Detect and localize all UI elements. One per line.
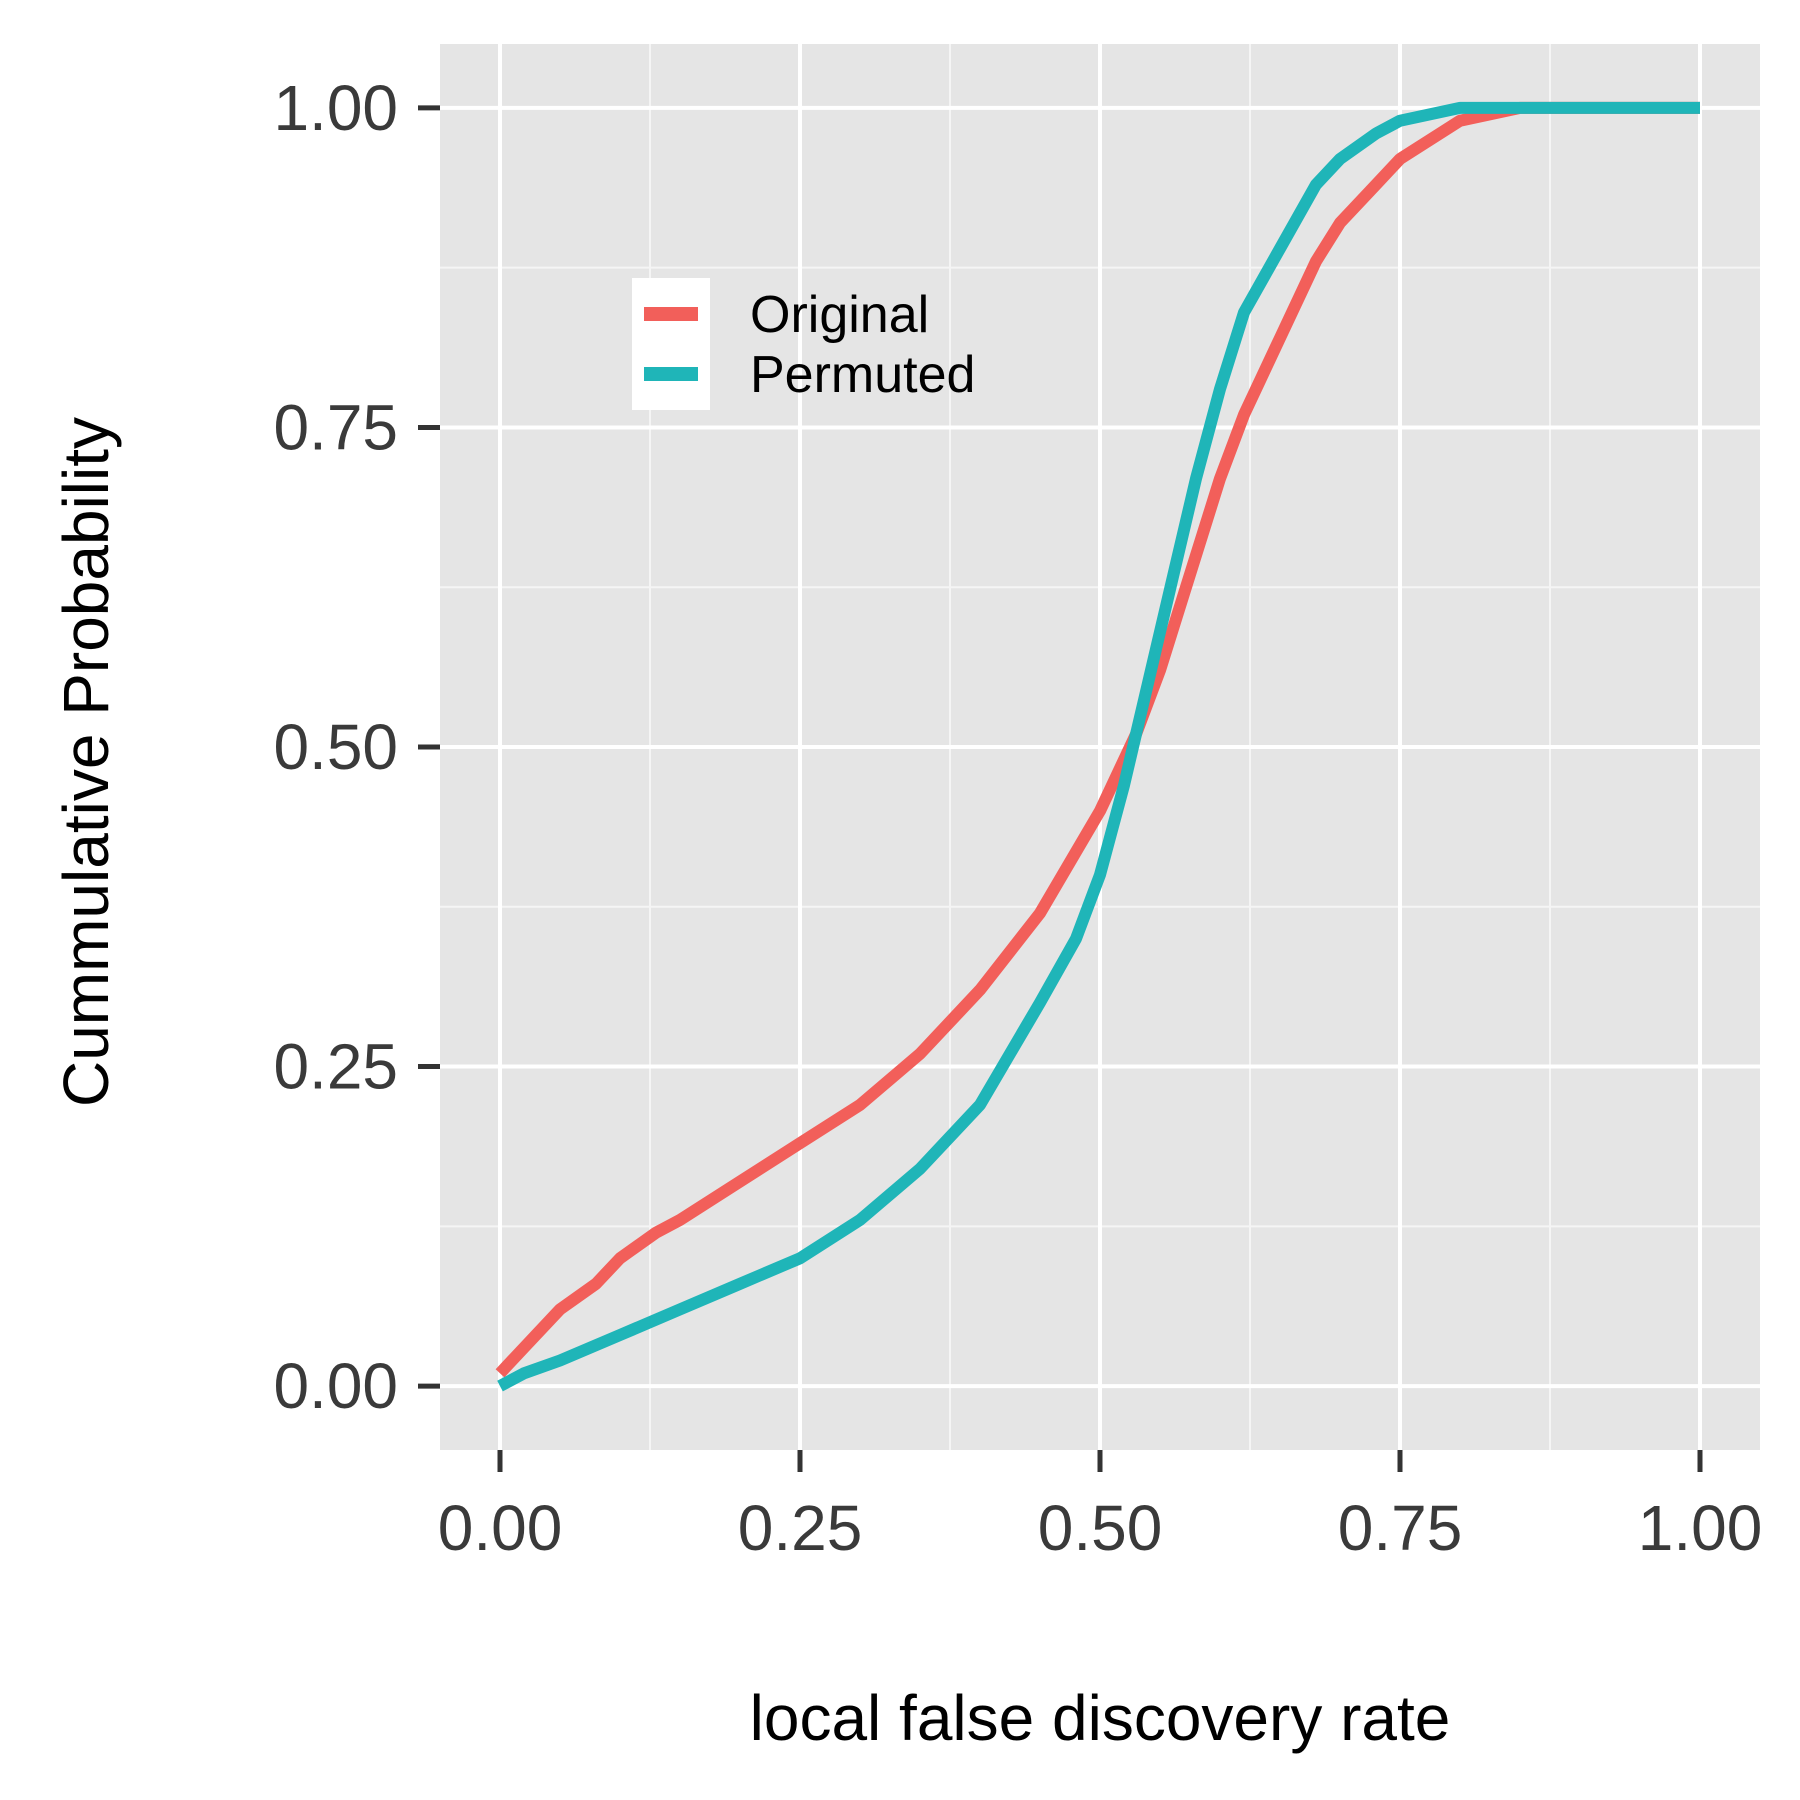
series-line-original bbox=[495, 101, 1700, 1378]
grid-layer bbox=[440, 44, 1760, 1450]
y-axis-title: Cummulative Probability bbox=[50, 417, 122, 1107]
legend-label-permuted: Permuted bbox=[750, 346, 975, 404]
series-line-permuted bbox=[497, 101, 1700, 1392]
y-tick-label-2: 0.50 bbox=[273, 711, 398, 783]
x-tick-label-2: 0.50 bbox=[1038, 1492, 1163, 1564]
y-tick-label-4: 1.00 bbox=[273, 72, 398, 144]
y-tick-label-3: 0.75 bbox=[273, 391, 398, 463]
x-tick-label-1: 0.25 bbox=[738, 1492, 863, 1564]
x-axis-title: local false discovery rate bbox=[750, 1682, 1451, 1754]
x-tick-label-0: 0.00 bbox=[438, 1492, 563, 1564]
y-tick-label-1: 0.25 bbox=[273, 1031, 398, 1103]
x-tick-label-3: 0.75 bbox=[1338, 1492, 1463, 1564]
axes-layer: 0.00 0.25 0.50 0.75 1.00 0.00 0.25 0.50 0.75 1.00 bbox=[273, 72, 1762, 1564]
legend-label-original: Original bbox=[750, 286, 929, 344]
y-tick-label-0: 0.00 bbox=[273, 1350, 398, 1422]
legend-key-background bbox=[632, 278, 710, 410]
x-tick-label-4: 1.00 bbox=[1638, 1492, 1763, 1564]
series-layer bbox=[495, 101, 1700, 1392]
